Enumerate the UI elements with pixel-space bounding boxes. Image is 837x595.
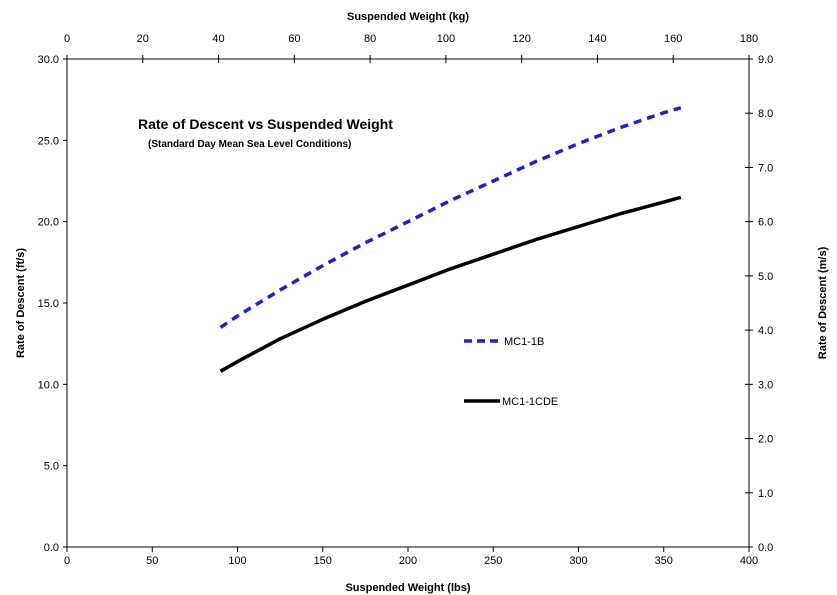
x-tick-label: 200 (399, 555, 417, 567)
y-tick-label: 30.0 (38, 54, 59, 66)
x2-tick-label: 60 (288, 33, 300, 45)
x-axis-title: Suspended Weight (lbs) (345, 582, 470, 594)
x2-tick-label: 0 (64, 33, 70, 45)
x-tick-label: 350 (655, 555, 673, 567)
chart-subtitle: (Standard Day Mean Sea Level Conditions) (148, 139, 351, 150)
x-tick-label: 0 (64, 555, 70, 567)
y2-tick-label: 2.0 (758, 434, 773, 446)
right-axis-title: Rate of Descent (m/s) (817, 246, 829, 359)
y2-tick-label: 8.0 (758, 108, 773, 120)
y2-tick-label: 6.0 (758, 217, 773, 229)
y2-tick-label: 9.0 (758, 54, 773, 66)
top-axis-title: Suspended Weight (kg) (347, 11, 469, 23)
x2-tick-label: 180 (740, 33, 758, 45)
y-tick-label: 0.0 (44, 542, 59, 554)
x-tick-label: 150 (314, 555, 332, 567)
legend-label-mc1-1b: MC1-1B (504, 336, 544, 348)
x-tick-label: 50 (146, 555, 158, 567)
x2-tick-label: 20 (137, 33, 149, 45)
y-tick-label: 25.0 (38, 135, 59, 147)
y2-tick-label: 7.0 (758, 162, 773, 174)
x-tick-label: 250 (484, 555, 502, 567)
y-axis-title: Rate of Descent (ft/s) (15, 248, 27, 358)
series-line-mc1-1cde (219, 195, 682, 373)
y2-tick-label: 1.0 (758, 488, 773, 500)
legend: MC1-1B MC1-1CDE (464, 336, 558, 408)
y-tick-label: 10.0 (38, 379, 59, 391)
y-tick-label: 5.0 (44, 461, 59, 473)
y2-tick-label: 3.0 (758, 379, 773, 391)
y2-tick-label: 4.0 (758, 325, 773, 337)
x2-tick-label: 120 (512, 33, 530, 45)
axis-tick-labels: 0 50 100 150 200 250 300 350 400 0 20 40 60 80 100 120 1… (38, 33, 774, 567)
axis-ticks (63, 55, 753, 552)
y-tick-label: 20.0 (38, 217, 59, 229)
y2-tick-label: 5.0 (758, 271, 773, 283)
x-tick-label: 100 (228, 555, 246, 567)
x2-tick-label: 80 (364, 33, 376, 45)
legend-label-mc1-1cde: MC1-1CDE (502, 396, 558, 408)
x2-tick-label: 40 (212, 33, 224, 45)
plot-area (66, 58, 750, 548)
x2-tick-label: 160 (664, 33, 682, 45)
x2-tick-label: 100 (437, 33, 455, 45)
chart-title: Rate of Descent vs Suspended Weight (138, 116, 393, 132)
x-tick-label: 300 (569, 555, 587, 567)
y2-tick-label: 0.0 (758, 542, 773, 554)
series-layer (219, 106, 682, 373)
y-tick-label: 15.0 (38, 298, 59, 310)
x2-tick-label: 140 (588, 33, 606, 45)
series-line-mc1-1b (219, 106, 682, 329)
x-tick-label: 400 (740, 555, 758, 567)
